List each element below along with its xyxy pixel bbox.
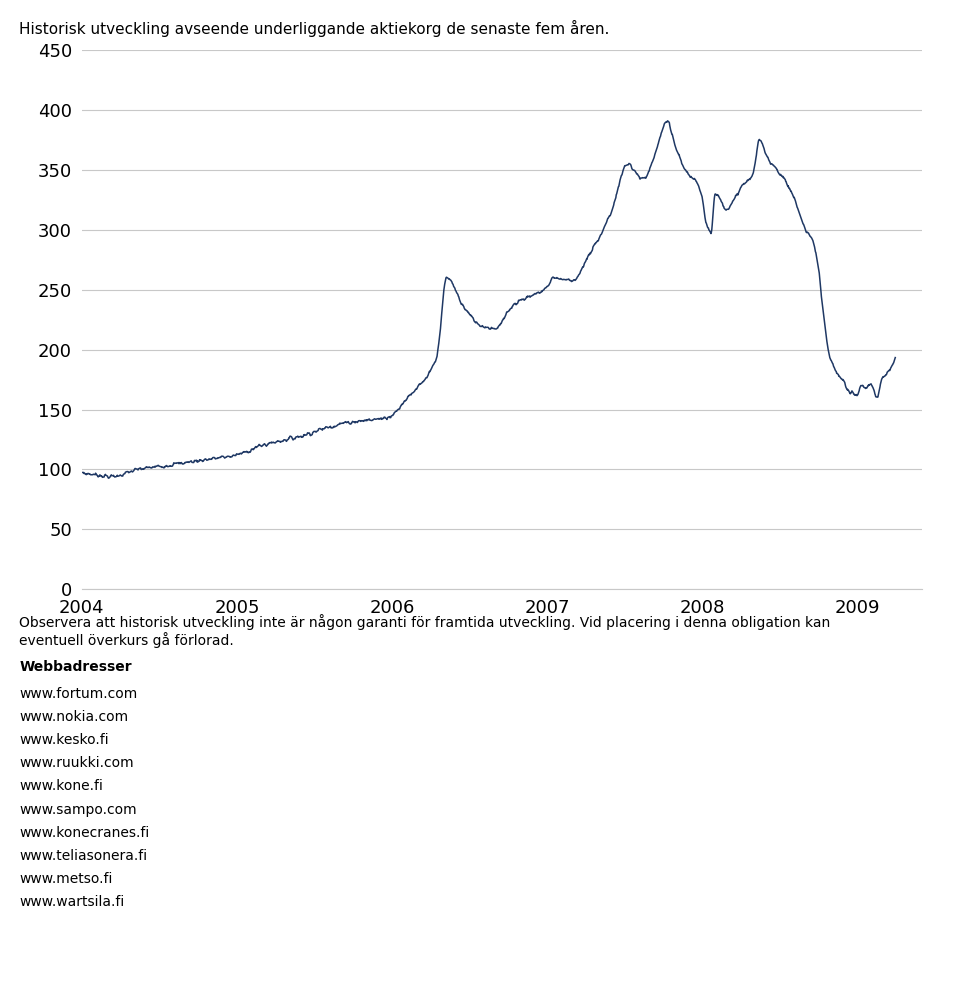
Text: www.fortum.com: www.fortum.com xyxy=(19,687,137,701)
Text: www.nokia.com: www.nokia.com xyxy=(19,710,129,724)
Text: Historisk utveckling avseende underliggande aktiekorg de senaste fem åren.: Historisk utveckling avseende underligga… xyxy=(19,20,610,37)
Text: www.kesko.fi: www.kesko.fi xyxy=(19,733,108,747)
Text: Observera att historisk utveckling inte är någon garanti för framtida utveckling: Observera att historisk utveckling inte … xyxy=(19,614,830,630)
Text: www.wartsila.fi: www.wartsila.fi xyxy=(19,895,125,909)
Text: www.kone.fi: www.kone.fi xyxy=(19,779,103,794)
Text: www.metso.fi: www.metso.fi xyxy=(19,872,112,886)
Text: www.sampo.com: www.sampo.com xyxy=(19,803,137,817)
Text: Webbadresser: Webbadresser xyxy=(19,660,132,674)
Text: www.ruukki.com: www.ruukki.com xyxy=(19,756,133,770)
Text: www.teliasonera.fi: www.teliasonera.fi xyxy=(19,849,147,863)
Text: www.konecranes.fi: www.konecranes.fi xyxy=(19,826,150,840)
Text: eventuell överkurs gå förlorad.: eventuell överkurs gå förlorad. xyxy=(19,632,234,649)
